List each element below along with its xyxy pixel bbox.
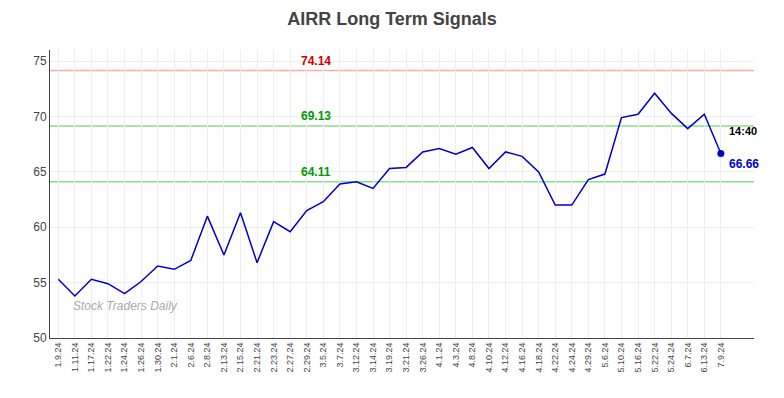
svg-text:5.24.24: 5.24.24 (666, 343, 676, 373)
svg-text:4.16.24: 4.16.24 (517, 343, 527, 373)
svg-text:1.26.24: 1.26.24 (136, 343, 146, 373)
svg-text:64.11: 64.11 (301, 165, 331, 179)
svg-text:4.24.24: 4.24.24 (567, 343, 577, 373)
svg-text:74.14: 74.14 (301, 54, 331, 68)
svg-text:2.1.24: 2.1.24 (169, 343, 179, 368)
svg-text:2.15.24: 2.15.24 (235, 343, 245, 373)
svg-text:60: 60 (33, 220, 47, 234)
svg-text:4.10.24: 4.10.24 (484, 343, 494, 373)
svg-text:3.5.24: 3.5.24 (318, 343, 328, 368)
svg-text:2.6.24: 2.6.24 (186, 343, 196, 368)
svg-text:1.17.24: 1.17.24 (86, 343, 96, 373)
svg-text:2.21.24: 2.21.24 (252, 343, 262, 373)
svg-text:3.12.24: 3.12.24 (351, 343, 361, 373)
svg-text:1.24.24: 1.24.24 (119, 343, 129, 373)
svg-text:3.26.24: 3.26.24 (418, 343, 428, 373)
svg-text:4.1.24: 4.1.24 (434, 343, 444, 368)
svg-text:5.6.24: 5.6.24 (600, 343, 610, 368)
svg-text:1.9.24: 1.9.24 (53, 343, 63, 368)
svg-text:3.7.24: 3.7.24 (335, 343, 345, 368)
svg-text:2.27.24: 2.27.24 (285, 343, 295, 373)
svg-text:4.22.24: 4.22.24 (550, 343, 560, 373)
svg-text:4.8.24: 4.8.24 (467, 343, 477, 368)
svg-text:14:40: 14:40 (729, 125, 757, 137)
svg-text:65: 65 (33, 165, 47, 179)
svg-text:1.30.24: 1.30.24 (153, 343, 163, 373)
svg-text:AIRR Long Term Signals: AIRR Long Term Signals (287, 9, 497, 29)
svg-text:5.22.24: 5.22.24 (650, 343, 660, 373)
svg-text:Stock Traders Daily: Stock Traders Daily (73, 299, 178, 313)
svg-text:4.3.24: 4.3.24 (451, 343, 461, 368)
svg-text:4.29.24: 4.29.24 (583, 343, 593, 373)
svg-text:6.13.24: 6.13.24 (699, 343, 709, 373)
svg-text:1.11.24: 1.11.24 (70, 343, 80, 372)
svg-text:50: 50 (33, 331, 47, 345)
svg-text:2.13.24: 2.13.24 (219, 343, 229, 373)
svg-text:2.29.24: 2.29.24 (302, 343, 312, 373)
svg-text:66.66: 66.66 (729, 157, 759, 171)
svg-text:70: 70 (33, 110, 47, 124)
svg-text:3.14.24: 3.14.24 (368, 343, 378, 373)
svg-text:2.23.24: 2.23.24 (269, 343, 279, 373)
svg-text:3.19.24: 3.19.24 (385, 343, 395, 373)
svg-text:6.7.24: 6.7.24 (683, 343, 693, 368)
svg-text:75: 75 (33, 54, 47, 68)
svg-text:4.18.24: 4.18.24 (534, 343, 544, 373)
svg-text:55: 55 (33, 276, 47, 290)
svg-text:5.16.24: 5.16.24 (633, 343, 643, 373)
svg-text:2.8.24: 2.8.24 (202, 343, 212, 368)
svg-text:69.13: 69.13 (301, 109, 331, 123)
svg-text:7.9.24: 7.9.24 (716, 343, 726, 368)
svg-text:1.22.24: 1.22.24 (103, 343, 113, 373)
svg-text:5.10.24: 5.10.24 (616, 343, 626, 373)
svg-text:4.12.24: 4.12.24 (500, 343, 510, 373)
svg-text:3.21.24: 3.21.24 (401, 343, 411, 373)
